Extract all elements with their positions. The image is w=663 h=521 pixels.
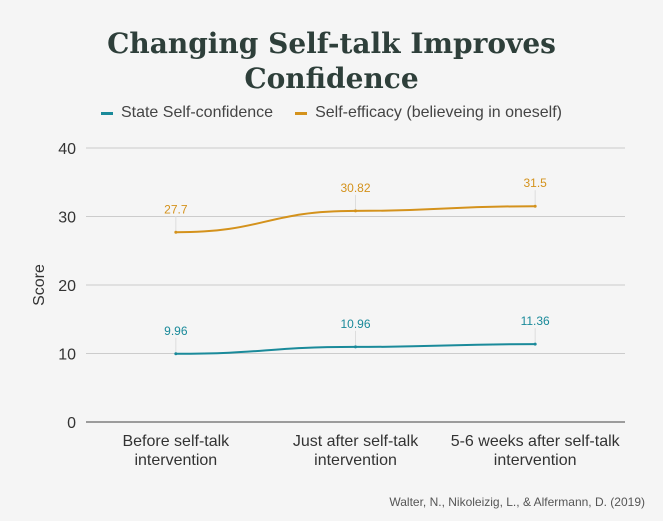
data-label-0-2: 11.36 bbox=[521, 314, 550, 328]
chart-title: Changing Self-talk Improves Confidence bbox=[0, 26, 663, 96]
y-tick-label-20: 20 bbox=[58, 278, 76, 295]
data-point-0-2 bbox=[533, 342, 537, 346]
data-point-0-1 bbox=[354, 345, 357, 349]
y-tick-label-40: 40 bbox=[58, 141, 76, 158]
x-tick-label-1-line-1: intervention bbox=[314, 452, 397, 469]
x-tick-label-2-line-1: intervention bbox=[494, 452, 577, 469]
x-tick-label-0-line-1: intervention bbox=[134, 452, 217, 469]
data-point-1-0 bbox=[174, 230, 178, 234]
source-note: Walter, N., Nikoleizig, L., & Alfermann,… bbox=[389, 495, 645, 509]
legend-item-self-efficacy[interactable]: Self-efficacy (believeing in oneself) bbox=[295, 104, 562, 122]
chart-title-line-2: Confidence bbox=[244, 62, 419, 95]
y-tick-label-30: 30 bbox=[58, 210, 76, 227]
x-tick-label-0-line-0: Before self-talk bbox=[122, 433, 230, 450]
data-point-0-0 bbox=[174, 352, 178, 356]
x-tick-label-2-line-0: 5-6 weeks after self-talk bbox=[451, 433, 621, 450]
data-label-0-0: 9.96 bbox=[164, 324, 188, 338]
x-tick-label-1-line-0: Just after self-talk bbox=[293, 433, 419, 450]
data-point-1-1 bbox=[354, 209, 357, 213]
y-axis-label: Score bbox=[31, 264, 48, 306]
data-label-0-1: 10.96 bbox=[340, 317, 370, 331]
y-tick-label-10: 10 bbox=[58, 347, 76, 364]
legend: State Self-confidence Self-efficacy (bel… bbox=[0, 104, 663, 122]
legend-label-state-self-confidence: State Self-confidence bbox=[120, 104, 274, 121]
chart-title-line-1: Changing Self-talk Improves bbox=[107, 27, 556, 60]
legend-swatch-state-self-confidence bbox=[100, 111, 113, 115]
legend-item-state-self-confidence[interactable]: State Self-confidence bbox=[100, 104, 274, 122]
data-point-1-2 bbox=[533, 204, 537, 208]
data-label-1-1: 30.82 bbox=[340, 181, 370, 195]
y-tick-label-0: 0 bbox=[67, 415, 76, 432]
legend-label-self-efficacy: Self-efficacy (believeing in oneself) bbox=[315, 104, 563, 121]
data-label-1-0: 27.7 bbox=[164, 202, 188, 216]
data-label-1-2: 31.5 bbox=[523, 176, 547, 190]
legend-swatch-self-efficacy bbox=[295, 111, 308, 115]
